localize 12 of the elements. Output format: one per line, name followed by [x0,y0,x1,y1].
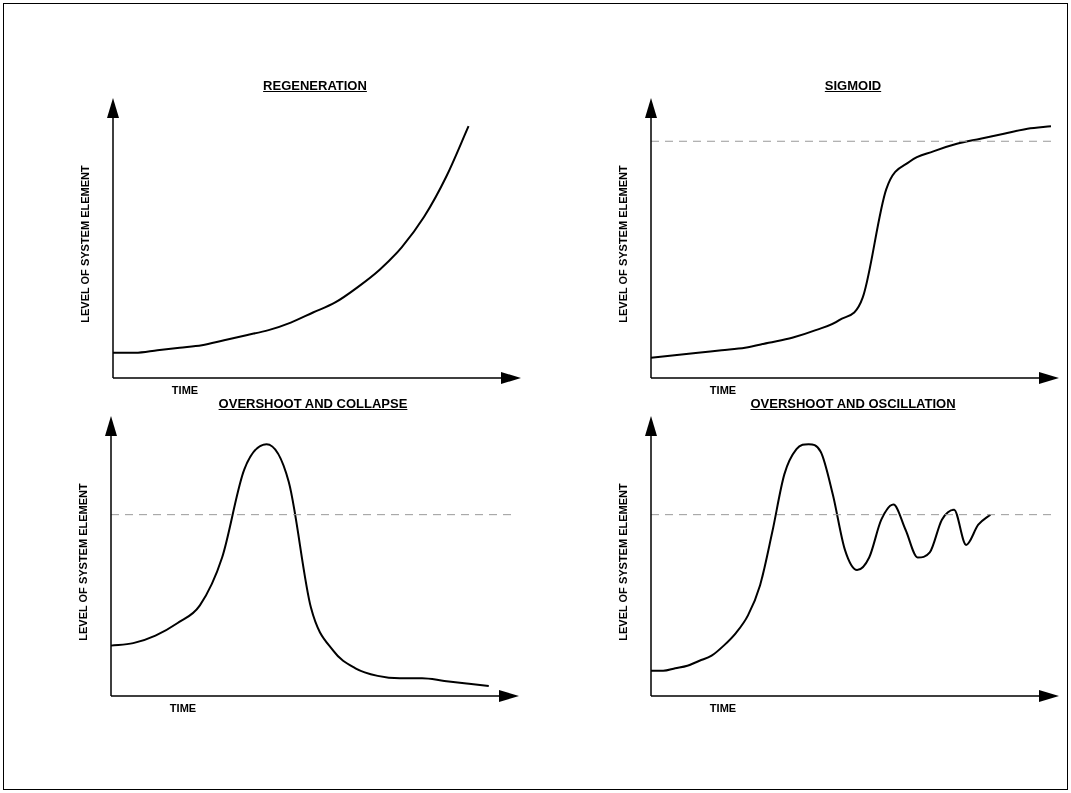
chart-title: OVERSHOOT AND COLLAPSE [218,396,408,411]
y-axis-title: LEVEL OF SYSTEM ELEMENT [77,482,89,643]
y-axis-title: LEVEL OF SYSTEM ELEMENT [617,482,629,643]
y-axis-title: LEVEL OF SYSTEM ELEMENT [79,164,91,325]
y-axis-title: LEVEL OF SYSTEM ELEMENT [617,164,629,325]
x-axis-title: TIME [708,702,738,714]
x-axis-title: TIME [168,702,198,714]
chart-title: REGENERATION [263,78,367,93]
chart-title: OVERSHOOT AND OSCILLATION [750,396,956,411]
x-axis-title: TIME [708,384,738,396]
chart-title: SIGMOID [824,78,882,93]
x-axis-title: TIME [170,384,200,396]
